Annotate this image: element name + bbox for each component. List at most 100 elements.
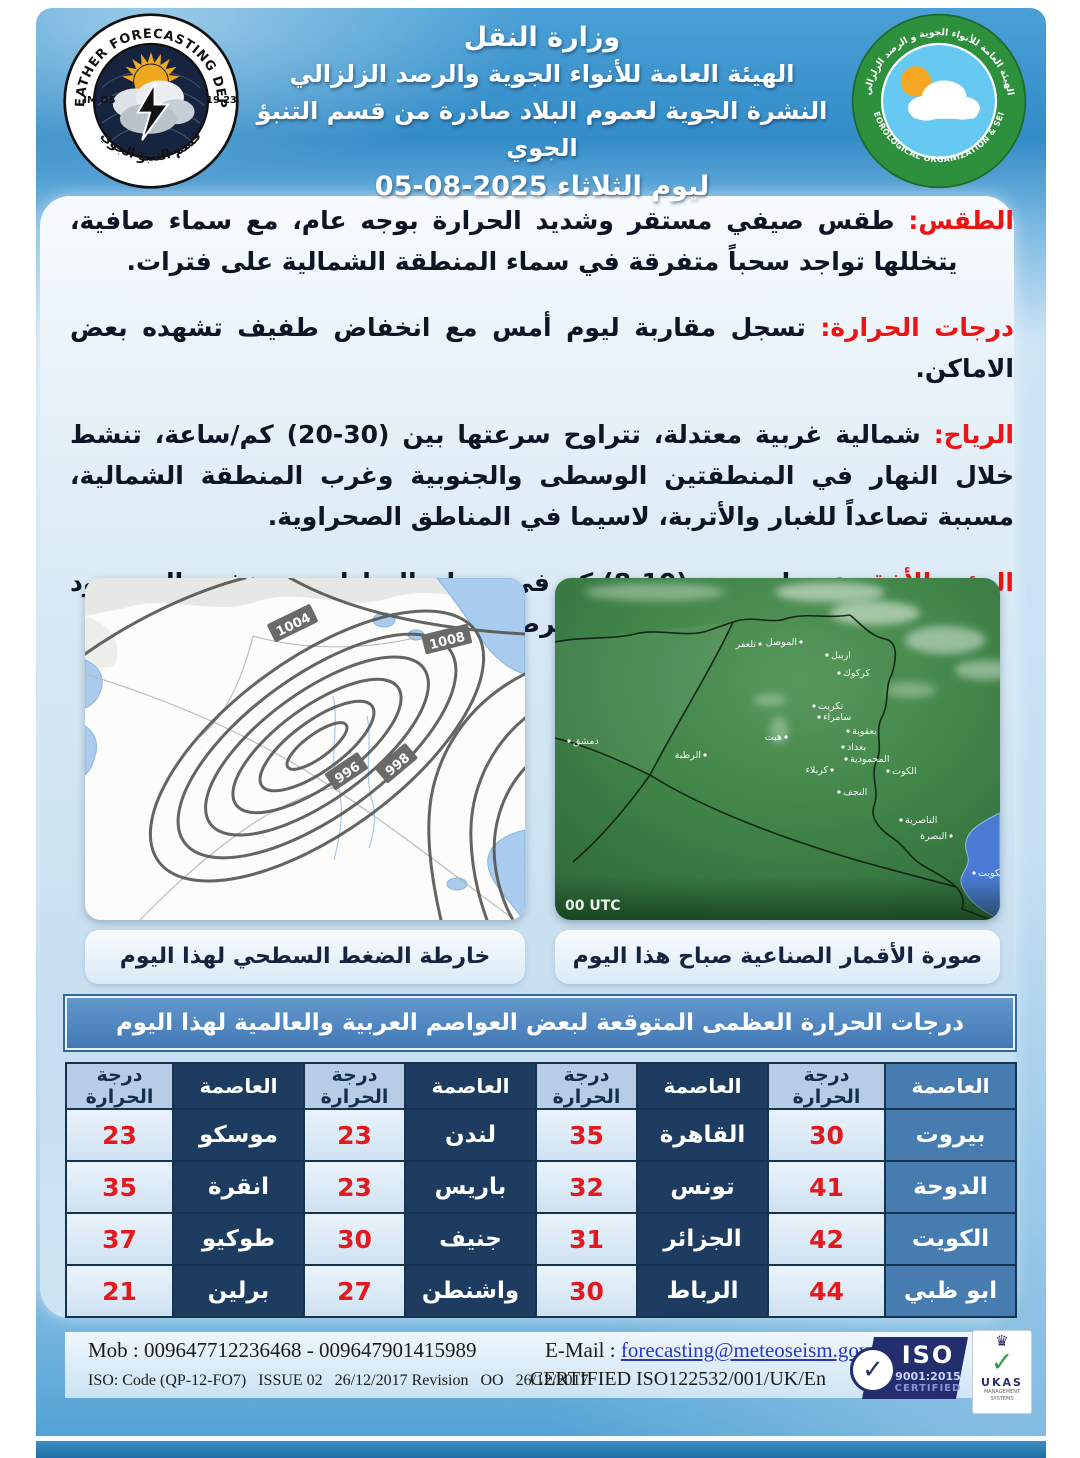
satellite-map-caption: صورة الأقمار الصناعية صباح هذا اليوم — [555, 930, 1000, 984]
capital-cell: برلين — [172, 1264, 305, 1318]
city-label: كركوك — [843, 668, 871, 679]
table-header-row: العاصمة درجة الحرارة العاصمة درجة الحرار… — [65, 1062, 1017, 1110]
header-titles: وزارة النقل الهيئة العامة للأنواء الجوية… — [242, 20, 842, 207]
temp-cell: 30 — [303, 1212, 406, 1266]
temp-cell: 23 — [65, 1108, 174, 1162]
capitals-temperature-table: العاصمة درجة الحرارة العاصمة درجة الحرار… — [65, 1062, 1017, 1318]
table-row: ابو ظبي 44 الرباط 30 واشنطن 27 برلين 21 — [65, 1264, 1017, 1318]
temp-cell: 21 — [65, 1264, 174, 1318]
city-label: المحمودية — [850, 754, 890, 765]
capital-cell: طوكيو — [172, 1212, 305, 1266]
iso-badge-standard: 9001:2015 — [895, 1370, 961, 1383]
capital-header: العاصمة — [172, 1062, 305, 1110]
capital-cell: القاهرة — [636, 1108, 769, 1162]
sun-icon — [900, 66, 931, 97]
syria-region-tint — [555, 622, 733, 775]
city-label: النجف — [843, 787, 867, 798]
temp-cell: 30 — [535, 1264, 638, 1318]
city-label: هيت — [765, 732, 782, 743]
capital-cell: الجزائر — [636, 1212, 769, 1266]
temp-cell: 44 — [767, 1264, 886, 1318]
ukas-badge-title: UKAS — [981, 1376, 1023, 1389]
cloud-icon — [907, 80, 980, 121]
capital-cell: باريس — [404, 1160, 537, 1214]
city-label: البصرة — [920, 831, 947, 842]
city-label: الكوت — [892, 766, 917, 777]
wind-text: شمالية غربية معتدلة، تتراوح سرعتها بين (… — [70, 420, 1014, 531]
city-label: سامراء — [823, 712, 851, 723]
capital-cell: لندن — [404, 1108, 537, 1162]
satellite-map-graphic: تلعفر الموصل اربيل كركوك تكريت سامراء بع… — [555, 578, 1000, 920]
imos-logo: الهيئة العامة للأنواء الجوية و الرصد الز… — [850, 12, 1027, 189]
isobar-lines — [85, 578, 525, 920]
city-label: بغداد — [847, 742, 866, 753]
pressure-map-graphic: 1004 1008 996 998 — [85, 578, 525, 920]
city-labels: تلعفر الموصل اربيل كركوك تكريت سامراء بع… — [573, 637, 1000, 879]
temp-cell: 37 — [65, 1212, 174, 1266]
capital-cell: جنيف — [404, 1212, 537, 1266]
table-row: بيروت 30 القاهرة 35 لندن 23 موسكو 23 — [65, 1108, 1017, 1162]
weather-paragraph: الطقس: طقس صيفي مستقر وشديد الحرارة بوجه… — [70, 200, 1014, 282]
city-label: كربلاء — [805, 765, 828, 776]
iso-code-line: ISO: Code (QP-12-FO7) ISSUE 02 26/12/201… — [88, 1372, 589, 1389]
authority-title: الهيئة العامة للأنواء الجوية والرصد الزل… — [289, 60, 795, 88]
capital-header: العاصمة — [404, 1062, 537, 1110]
city-label: الرطبة — [675, 750, 701, 761]
capital-header: العاصمة — [636, 1062, 769, 1110]
temp-cell: 23 — [303, 1108, 406, 1162]
satellite-image-map: تلعفر الموصل اربيل كركوك تكريت سامراء بع… — [555, 578, 1000, 920]
checkmark-icon: ✓ — [850, 1347, 896, 1393]
lightning-icon — [135, 79, 170, 141]
certified-line: CERTIFIED ISO122532/001/UK/En — [530, 1368, 827, 1390]
temperature-header: درجة الحرارة — [303, 1062, 406, 1110]
wind-label: الرياح: — [933, 420, 1014, 449]
temp-cell: 27 — [303, 1264, 406, 1318]
checkmark-icon: ✓ — [990, 1347, 1014, 1378]
email-link[interactable]: forecasting@meteoseism.gov.iq — [620, 1338, 890, 1362]
bulletin-title: النشرة الجوية لعموم البلاد صادرة من قسم … — [256, 97, 828, 162]
temp-cell: 23 — [303, 1160, 406, 1214]
country-borders — [85, 635, 516, 920]
city-label: الناصرية — [905, 815, 937, 826]
city-label: تكريت — [818, 701, 843, 712]
country-borders — [555, 614, 989, 920]
city-label: الكويت — [978, 868, 1000, 879]
weather-forecasting-dept-logo: WEATHER FORECASTING DEPT. قسم التنبؤ الج… — [62, 12, 239, 189]
temp-cell: 30 — [767, 1108, 886, 1162]
ministry-title: وزارة النقل — [463, 22, 621, 53]
table-row: الدوحة 41 تونس 32 باريس 23 انقرة 35 — [65, 1160, 1017, 1214]
bulletin-date: ليوم الثلاثاء 2025-08-05 — [374, 171, 710, 202]
capital-cell: واشنطن — [404, 1264, 537, 1318]
temp-cell: 35 — [535, 1108, 638, 1162]
pressure-map-caption: خارطة الضغط السطحي لهذا اليوم — [85, 930, 525, 984]
capital-header: العاصمة — [884, 1062, 1017, 1110]
bottom-bar — [36, 1441, 1046, 1458]
footer-strip — [65, 1332, 1000, 1398]
temp-cell: 31 — [535, 1212, 638, 1266]
capital-cell: تونس — [636, 1160, 769, 1214]
city-label: تلعفر — [735, 639, 757, 650]
capital-cell: الرباط — [636, 1264, 769, 1318]
logo-left-text: IM OS — [83, 95, 115, 106]
wind-paragraph: الرياح: شمالية غربية معتدلة، تتراوح سرعت… — [70, 414, 1014, 537]
weather-label: الطقس: — [908, 206, 1014, 235]
bottom-divider-line — [36, 1436, 1046, 1441]
iso-9001-badge: ISO 9001:2015 CERTIFIED ✓ — [850, 1333, 969, 1405]
temperatures-table-title: درجات الحرارة العظمى المتوقعة لبعض العوا… — [65, 996, 1015, 1050]
temperature-header: درجة الحرارة — [535, 1062, 638, 1110]
city-label: بعقوبة — [852, 726, 877, 737]
temperature-header: درجة الحرارة — [767, 1062, 886, 1110]
temperature-label: درجات الحرارة: — [820, 313, 1014, 342]
capital-cell: الدوحة — [884, 1160, 1017, 1214]
temp-cell: 35 — [65, 1160, 174, 1214]
crown-icon: ♛ — [995, 1332, 1009, 1350]
ukas-badge: ♛ ✓ UKAS MANAGEMENT SYSTEMS — [972, 1330, 1032, 1414]
mobile-numbers: Mob : 009647712236468 - 009647901415989 — [88, 1338, 477, 1362]
temp-cell: 42 — [767, 1212, 886, 1266]
iso-badge-certified: CERTIFIED — [894, 1383, 962, 1394]
table-row: الكويت 42 الجزائر 31 جنيف 30 طوكيو 37 — [65, 1212, 1017, 1266]
cloud-wisps — [585, 582, 1000, 744]
capital-cell: بيروت — [884, 1108, 1017, 1162]
temp-cell: 32 — [535, 1160, 638, 1214]
